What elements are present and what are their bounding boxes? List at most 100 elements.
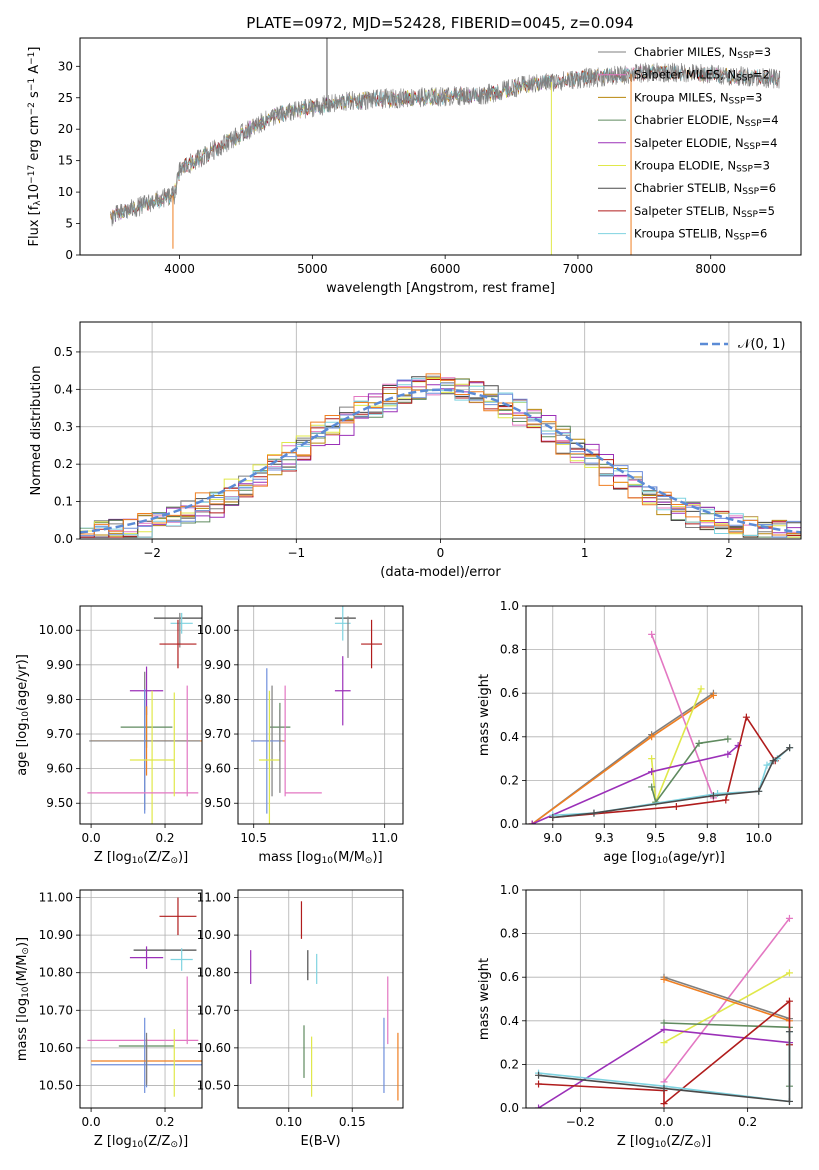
panels: 4000 5000 6000 7000 8000051015202530waveleng… (15, 37, 803, 1150)
y-tick-label: 0.6 (500, 686, 519, 700)
y-tick-label: 0.0 (54, 532, 73, 546)
weight-line-4 (650, 738, 729, 805)
y-tick-label: 9.60 (46, 762, 73, 776)
y-tick-label: 30 (58, 59, 73, 73)
plot-area-z-age (87, 612, 202, 824)
y-axis-label-part: Flux [f (27, 205, 42, 246)
legend-entry: Kroupa ELODIE, NSSP=3 (634, 159, 770, 175)
panel-ebv-mass: 0.10 0.15 10.50 10.60 10.70 10.80 10.90 11.00 E(… (197, 889, 404, 1149)
x-tick-label: 0.15 (339, 1115, 366, 1129)
x-axis-label-part: (age/yr)] (668, 850, 725, 865)
y-axis-label-part: 10 (21, 711, 31, 723)
figure-title: PLATE=0972, MJD=52428, FIBERID=0045, z=0… (246, 14, 633, 32)
y-tick-label: 0.2 (500, 1057, 519, 1071)
legend-entry-part: =4 (761, 136, 778, 150)
y-tick-label: 11.00 (197, 891, 231, 905)
y-axis-label-part: (age/yr)] (15, 654, 30, 711)
legend-entry-part: SSP (742, 187, 759, 197)
y-axis-label-part: )] (15, 937, 30, 947)
y-tick-label: 15 (58, 154, 73, 168)
weight-line-5 (531, 744, 739, 824)
y-tick-label: 10.90 (197, 928, 231, 942)
y-axis-label-part: −17 (27, 165, 37, 184)
x-axis-label-part: ⊙ (365, 856, 373, 866)
x-tick-label: 11.0 (371, 831, 398, 845)
x-tick-label: 10.5 (240, 831, 267, 845)
x-axis-label-part: ⊙ (170, 856, 178, 866)
legend-entry-part: =4 (762, 113, 779, 127)
x-axis-label: Z [log10(Z/Z⊙)] (617, 1134, 711, 1150)
x-axis-label-part: 10 (655, 1140, 667, 1150)
y-tick-label: 10.70 (39, 1003, 73, 1017)
x-tick-label: 2 (725, 546, 733, 560)
y-tick-label: 0.8 (500, 927, 519, 941)
weight-marker (535, 1080, 543, 1088)
plot-area-ebv-mass (250, 901, 399, 1101)
legend-entry-part: Chabrier ELODIE, N (634, 113, 745, 127)
weight-marker (648, 630, 656, 638)
x-tick-label: 0.0 (82, 831, 101, 845)
y-axis-label-part: ] (27, 47, 42, 52)
weight-marker (695, 739, 703, 747)
y-tick-label: 20 (58, 122, 73, 136)
y-axis-label-part: age [log (15, 723, 30, 776)
y-axis-label-part: A (27, 65, 42, 78)
y-tick-label: 0 (65, 248, 73, 262)
plot-area-z-mass (87, 897, 202, 1097)
y-axis-label-part: −1 (27, 78, 37, 91)
x-axis-label-part: )] (178, 1134, 188, 1149)
y-tick-label: 10.00 (39, 623, 73, 637)
legend-entry: Kroupa STELIB, NSSP=6 (634, 227, 767, 243)
x-tick-label: 0.2 (738, 1115, 757, 1129)
legend-entry-part: Kroupa MILES, N (634, 90, 729, 104)
legend-entry-part: Salpeter ELODIE, N (634, 136, 744, 150)
legend-entry-part: SSP (729, 97, 746, 107)
weight-line-2 (650, 634, 715, 799)
x-axis-label: wavelength [Angstrom, rest frame] (326, 281, 555, 296)
y-axis-label-part: −1 (27, 52, 37, 65)
x-axis-label-part: Z [log (617, 1134, 655, 1149)
y-tick-label: 9.60 (204, 762, 231, 776)
legend-entry: Chabrier MILES, NSSP=3 (634, 45, 771, 61)
weight-line-8 (552, 747, 791, 819)
weight-marker (648, 783, 656, 791)
axes-frame (237, 889, 404, 1109)
legend-entry-part: SSP (734, 233, 751, 243)
weight-marker (660, 975, 668, 983)
x-tick-label: 4000 (164, 262, 195, 276)
y-tick-label: 10.90 (39, 928, 73, 942)
weight-line-3 (663, 978, 790, 1022)
x-tick-label: 0.2 (155, 1115, 174, 1129)
panel-z-mass: 0.0 0.2 10.50 10.60 10.70 10.80 10.90 11.00 Z [l… (15, 889, 203, 1150)
x-axis-label-part: ⊙ (170, 1140, 178, 1150)
legend-entry-part: =3 (754, 45, 771, 59)
y-tick-label: 0.8 (500, 643, 519, 657)
weight-marker (528, 820, 536, 824)
x-axis-label: Z [log10(Z/Z⊙)] (94, 1134, 188, 1150)
weight-marker (648, 755, 656, 763)
legend-entry: Salpeter STELIB, NSSP=5 (634, 204, 775, 220)
weight-marker (709, 792, 717, 800)
x-axis-label-part: )] (372, 850, 382, 865)
x-axis-label-part: Z [log (94, 1134, 132, 1149)
weight-marker (549, 813, 557, 821)
x-tick-label: 0.10 (275, 1115, 302, 1129)
weight-line-8 (538, 1031, 791, 1103)
legend-entry-part: =2 (753, 68, 770, 82)
y-axis-label: Flux [fλ10−17 erg cm−2 s−1 A−1] (27, 47, 43, 247)
axes-frame (79, 605, 203, 825)
x-axis-label: (data-model)/error (380, 565, 501, 580)
y-axis-label-part: erg cm (27, 115, 42, 164)
weight-marker (724, 750, 732, 758)
y-axis-label: mass weight (477, 674, 492, 756)
weight-marker (742, 713, 750, 721)
weight-marker (785, 1097, 793, 1105)
legend-entry: Chabrier STELIB, NSSP=6 (634, 181, 776, 197)
plot-area-mass-age (251, 606, 383, 824)
y-tick-label: 0.2 (500, 773, 519, 787)
x-axis-label: Z [log10(Z/Z⊙)] (94, 850, 188, 866)
plot-area-spectrum (110, 38, 781, 255)
weight-marker (785, 969, 793, 977)
